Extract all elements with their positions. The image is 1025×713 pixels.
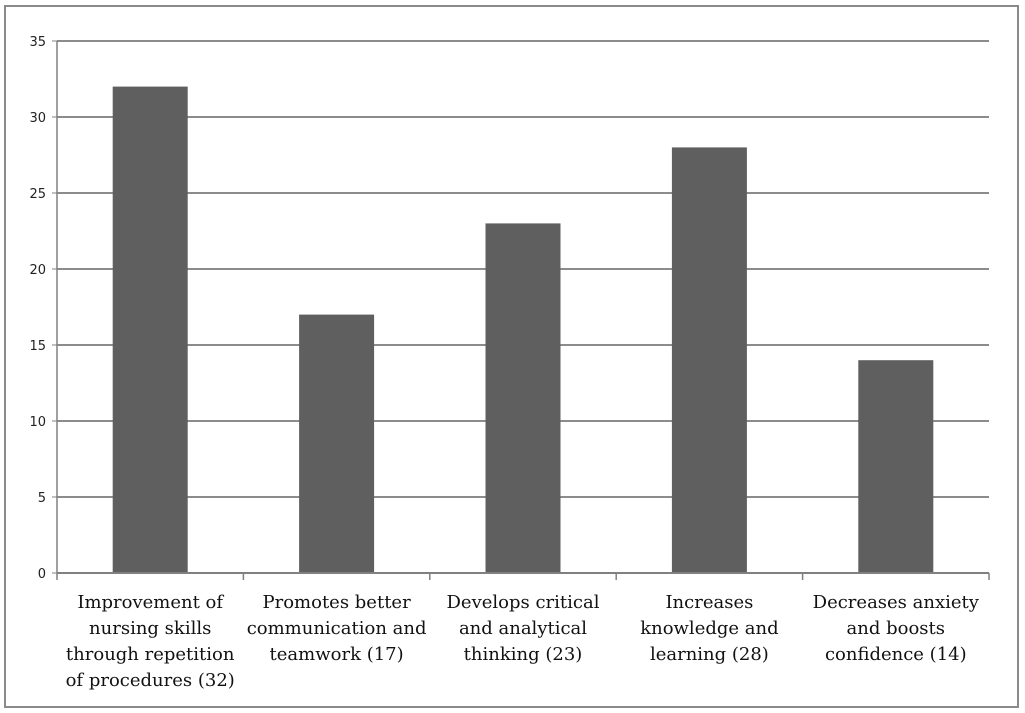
y-tick-label: 15 [29,339,46,354]
bar [485,223,561,573]
y-tick-label: 35 [29,35,46,50]
x-category-label: Develops critical and analytical thinking … [447,592,600,665]
y-tick-label: 30 [29,111,46,126]
gridlines [57,40,989,498]
x-category-label: Improvement of nursing skills through repe… [66,592,235,691]
bars [112,86,934,573]
axes [52,40,990,580]
x-category-label: Decreases anxiety and boosts confidence (1… [813,592,980,665]
bar [112,86,188,573]
bar [671,147,747,573]
bar [299,314,375,573]
y-tick-labels: 0 5 10 15 20 25 30 35 [29,35,46,582]
y-tick-label: 5 [38,491,46,506]
y-tick-label: 10 [29,415,46,430]
bar [858,360,934,573]
x-category-label: Increases knowledge and learning (28) [640,592,778,665]
x-category-label: Promotes better communication and teamwork… [247,592,427,665]
y-tick-label: 0 [38,567,46,582]
y-tick-label: 20 [29,263,46,278]
y-tick-label: 25 [29,187,46,202]
x-category-labels: Improvement of nursing skills through repe… [66,592,980,691]
